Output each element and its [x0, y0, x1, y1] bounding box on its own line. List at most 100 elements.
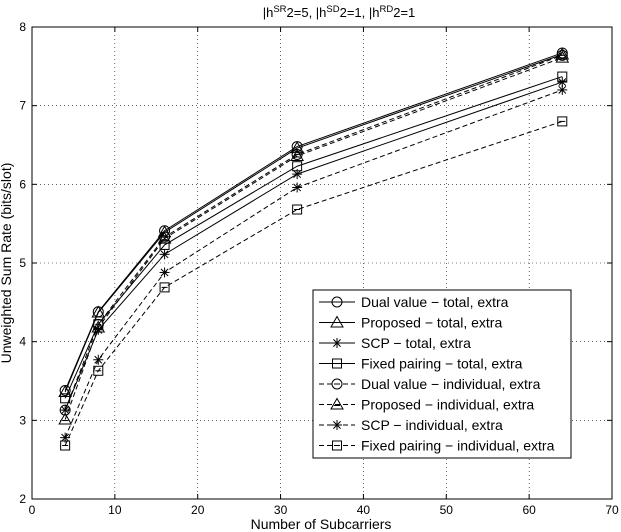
marker-shape — [555, 50, 570, 63]
x-tick-label: 50 — [440, 503, 454, 517]
legend-entry: Dual value − total, extra — [319, 294, 509, 310]
marker-star — [332, 420, 342, 430]
marker-star — [159, 249, 170, 260]
marker-stroke — [61, 433, 70, 442]
marker-circle-minus — [59, 404, 71, 416]
series-3 — [60, 77, 568, 416]
marker-square-minus — [292, 204, 303, 215]
x-tick-label: 20 — [191, 503, 205, 517]
marker-star — [557, 84, 568, 95]
marker-triangle-minus — [91, 320, 106, 333]
marker-shape — [290, 149, 305, 162]
series-7 — [60, 84, 568, 443]
y-tick-label: 8 — [19, 20, 26, 34]
legend-entry: Proposed − total, extra — [319, 315, 502, 331]
marker-square — [332, 358, 342, 369]
marker-shape — [330, 315, 344, 328]
marker-square-minus — [557, 116, 568, 127]
marker-square-minus — [332, 440, 342, 451]
x-tick-label: 0 — [29, 503, 36, 517]
marker-square-minus — [60, 440, 71, 451]
marker-shape — [331, 296, 343, 308]
marker-shape — [93, 365, 104, 376]
marker-shape — [92, 318, 104, 330]
marker-star — [292, 182, 303, 193]
marker-shape — [557, 71, 568, 82]
marker-triangle-minus — [290, 149, 305, 162]
marker-shape — [59, 404, 71, 416]
marker-shape — [332, 358, 342, 369]
marker-shape — [292, 204, 303, 215]
legend-label: SCP − individual, extra — [361, 417, 503, 433]
y-tick-label: 2 — [19, 492, 26, 506]
marker-circle — [331, 296, 343, 308]
legend-entry: Dual value − individual, extra — [319, 376, 541, 392]
y-tick-label: 6 — [19, 177, 26, 191]
y-tick-label: 4 — [19, 335, 26, 349]
x-tick-label: 40 — [357, 503, 371, 517]
legend-label: Fixed pairing − total, extra — [361, 356, 523, 372]
marker-shape — [290, 141, 305, 154]
marker-shape — [332, 440, 342, 451]
legend-label: Fixed pairing − individual, extra — [361, 438, 555, 454]
x-tick-label: 70 — [605, 503, 619, 517]
marker-square — [292, 161, 303, 172]
grid — [32, 27, 612, 499]
legend-label: Dual value − total, extra — [361, 294, 509, 310]
x-axis-label: Number of Subcarriers — [251, 516, 392, 532]
marker-stroke — [94, 355, 103, 364]
marker-shape — [58, 412, 73, 425]
marker-star — [332, 338, 342, 348]
marker-square-minus — [93, 365, 104, 376]
x-tick-label: 10 — [108, 503, 122, 517]
marker-triangle — [290, 141, 305, 154]
marker-stroke — [558, 78, 567, 87]
marker-shape — [556, 49, 568, 61]
marker-shape — [330, 397, 344, 410]
series-6 — [58, 50, 570, 425]
y-axis-label: Unweighted Sum Rate (bits/slot) — [0, 163, 14, 364]
legend-label: Proposed − total, extra — [361, 315, 502, 331]
marker-stroke — [333, 421, 341, 429]
marker-circle-minus — [331, 378, 343, 390]
marker-shape — [157, 231, 172, 244]
marker-stroke — [160, 268, 169, 277]
y-tick-label: 3 — [19, 413, 26, 427]
y-tick-label: 7 — [19, 99, 26, 113]
marker-shape — [60, 440, 71, 451]
marker-stroke — [558, 85, 567, 94]
series-line — [64, 57, 563, 420]
legend: Dual value − total, extra Proposed − tota… — [312, 289, 572, 459]
x-tick-label: 60 — [522, 503, 536, 517]
marker-stroke — [160, 250, 169, 259]
x-tick-label: 30 — [274, 503, 288, 517]
legend-entry: SCP − total, extra — [319, 335, 471, 351]
marker-triangle — [330, 315, 344, 328]
series-8 — [60, 116, 568, 451]
marker-triangle-minus — [157, 231, 172, 244]
series-group — [58, 47, 570, 451]
axis-ticks: 0 10 20 30 40 50 60 70 2 3 4 5 6 7 8 — [19, 20, 619, 517]
legend-label: SCP − total, extra — [361, 335, 471, 351]
series-line — [64, 76, 563, 399]
y-tick-label: 5 — [19, 256, 26, 270]
marker-shape — [292, 161, 303, 172]
legend-entry: SCP − individual, extra — [319, 417, 503, 433]
marker-shape — [557, 116, 568, 127]
marker-square-minus — [159, 282, 170, 293]
legend-label: Proposed − individual, extra — [361, 397, 534, 413]
marker-shape — [331, 378, 343, 390]
legend-box — [312, 289, 572, 459]
chart-title: |hSR2=5, |hSD2=1, |hRD2=1 — [263, 4, 416, 20]
marker-triangle-minus — [58, 412, 73, 425]
marker-triangle-minus — [555, 50, 570, 63]
marker-stroke — [333, 339, 341, 347]
legend-label: Dual value − individual, extra — [361, 376, 541, 392]
marker-triangle-minus — [330, 397, 344, 410]
marker-star — [159, 267, 170, 278]
marker-stroke — [293, 183, 302, 192]
marker-shape — [159, 282, 170, 293]
legend-entry: Fixed pairing − individual, extra — [319, 438, 555, 454]
marker-stroke — [293, 170, 302, 179]
